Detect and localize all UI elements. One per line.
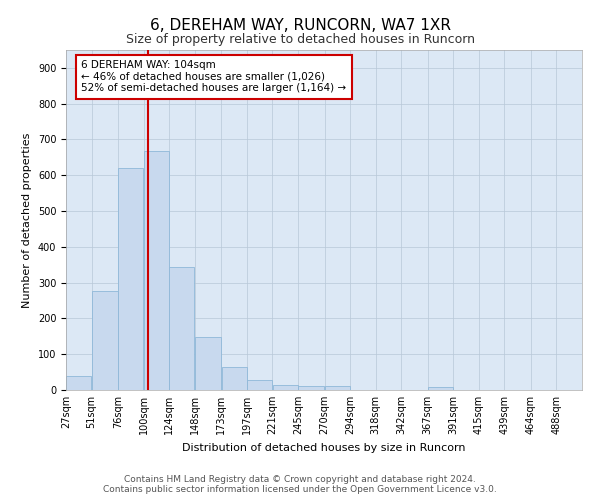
Bar [298, 386, 324, 390]
Bar [325, 386, 350, 390]
Bar [247, 380, 272, 390]
Bar [144, 151, 169, 390]
Bar [92, 290, 118, 390]
Bar [118, 168, 143, 390]
Bar [272, 385, 298, 390]
Bar [428, 387, 453, 390]
Bar [195, 337, 221, 390]
Y-axis label: Number of detached properties: Number of detached properties [22, 132, 32, 308]
Bar [221, 366, 247, 390]
Text: Contains HM Land Registry data © Crown copyright and database right 2024.
Contai: Contains HM Land Registry data © Crown c… [103, 474, 497, 494]
Text: 6, DEREHAM WAY, RUNCORN, WA7 1XR: 6, DEREHAM WAY, RUNCORN, WA7 1XR [149, 18, 451, 32]
X-axis label: Distribution of detached houses by size in Runcorn: Distribution of detached houses by size … [182, 442, 466, 452]
Text: 6 DEREHAM WAY: 104sqm
← 46% of detached houses are smaller (1,026)
52% of semi-d: 6 DEREHAM WAY: 104sqm ← 46% of detached … [82, 60, 347, 94]
Bar [66, 376, 91, 390]
Text: Size of property relative to detached houses in Runcorn: Size of property relative to detached ho… [125, 32, 475, 46]
Bar [169, 266, 194, 390]
